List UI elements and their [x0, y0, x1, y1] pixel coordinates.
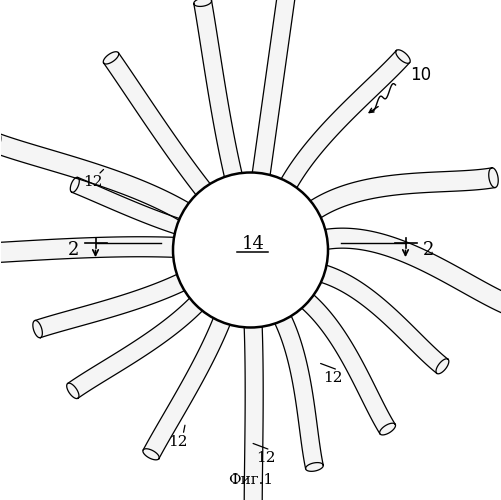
- Polygon shape: [302, 295, 395, 434]
- Polygon shape: [194, 0, 211, 6]
- Polygon shape: [70, 178, 79, 192]
- Polygon shape: [0, 134, 1, 152]
- Polygon shape: [0, 236, 173, 266]
- Polygon shape: [321, 266, 448, 374]
- Text: 10: 10: [410, 66, 432, 84]
- Text: 12: 12: [256, 450, 275, 464]
- Text: 14: 14: [241, 235, 265, 253]
- Polygon shape: [72, 178, 179, 234]
- Circle shape: [173, 172, 328, 328]
- Polygon shape: [67, 383, 79, 398]
- Polygon shape: [103, 52, 119, 64]
- Polygon shape: [380, 423, 395, 435]
- Polygon shape: [104, 52, 210, 195]
- Polygon shape: [275, 316, 323, 469]
- Polygon shape: [0, 134, 188, 220]
- Polygon shape: [311, 168, 495, 218]
- Polygon shape: [35, 274, 184, 338]
- Text: 12: 12: [83, 176, 103, 190]
- Polygon shape: [143, 318, 230, 458]
- Polygon shape: [253, 0, 296, 174]
- Polygon shape: [489, 168, 498, 188]
- Polygon shape: [282, 50, 410, 188]
- Polygon shape: [244, 327, 263, 500]
- Polygon shape: [33, 320, 43, 338]
- Text: 2: 2: [67, 241, 79, 259]
- Polygon shape: [194, 0, 242, 176]
- Polygon shape: [396, 50, 410, 64]
- Text: Фиг.1: Фиг.1: [228, 474, 273, 488]
- Polygon shape: [436, 359, 449, 374]
- Text: 2: 2: [422, 241, 434, 259]
- Text: 12: 12: [168, 436, 188, 450]
- Polygon shape: [68, 298, 202, 398]
- Text: 12: 12: [323, 370, 343, 384]
- Polygon shape: [326, 228, 501, 317]
- Polygon shape: [306, 462, 323, 471]
- Polygon shape: [143, 449, 159, 460]
